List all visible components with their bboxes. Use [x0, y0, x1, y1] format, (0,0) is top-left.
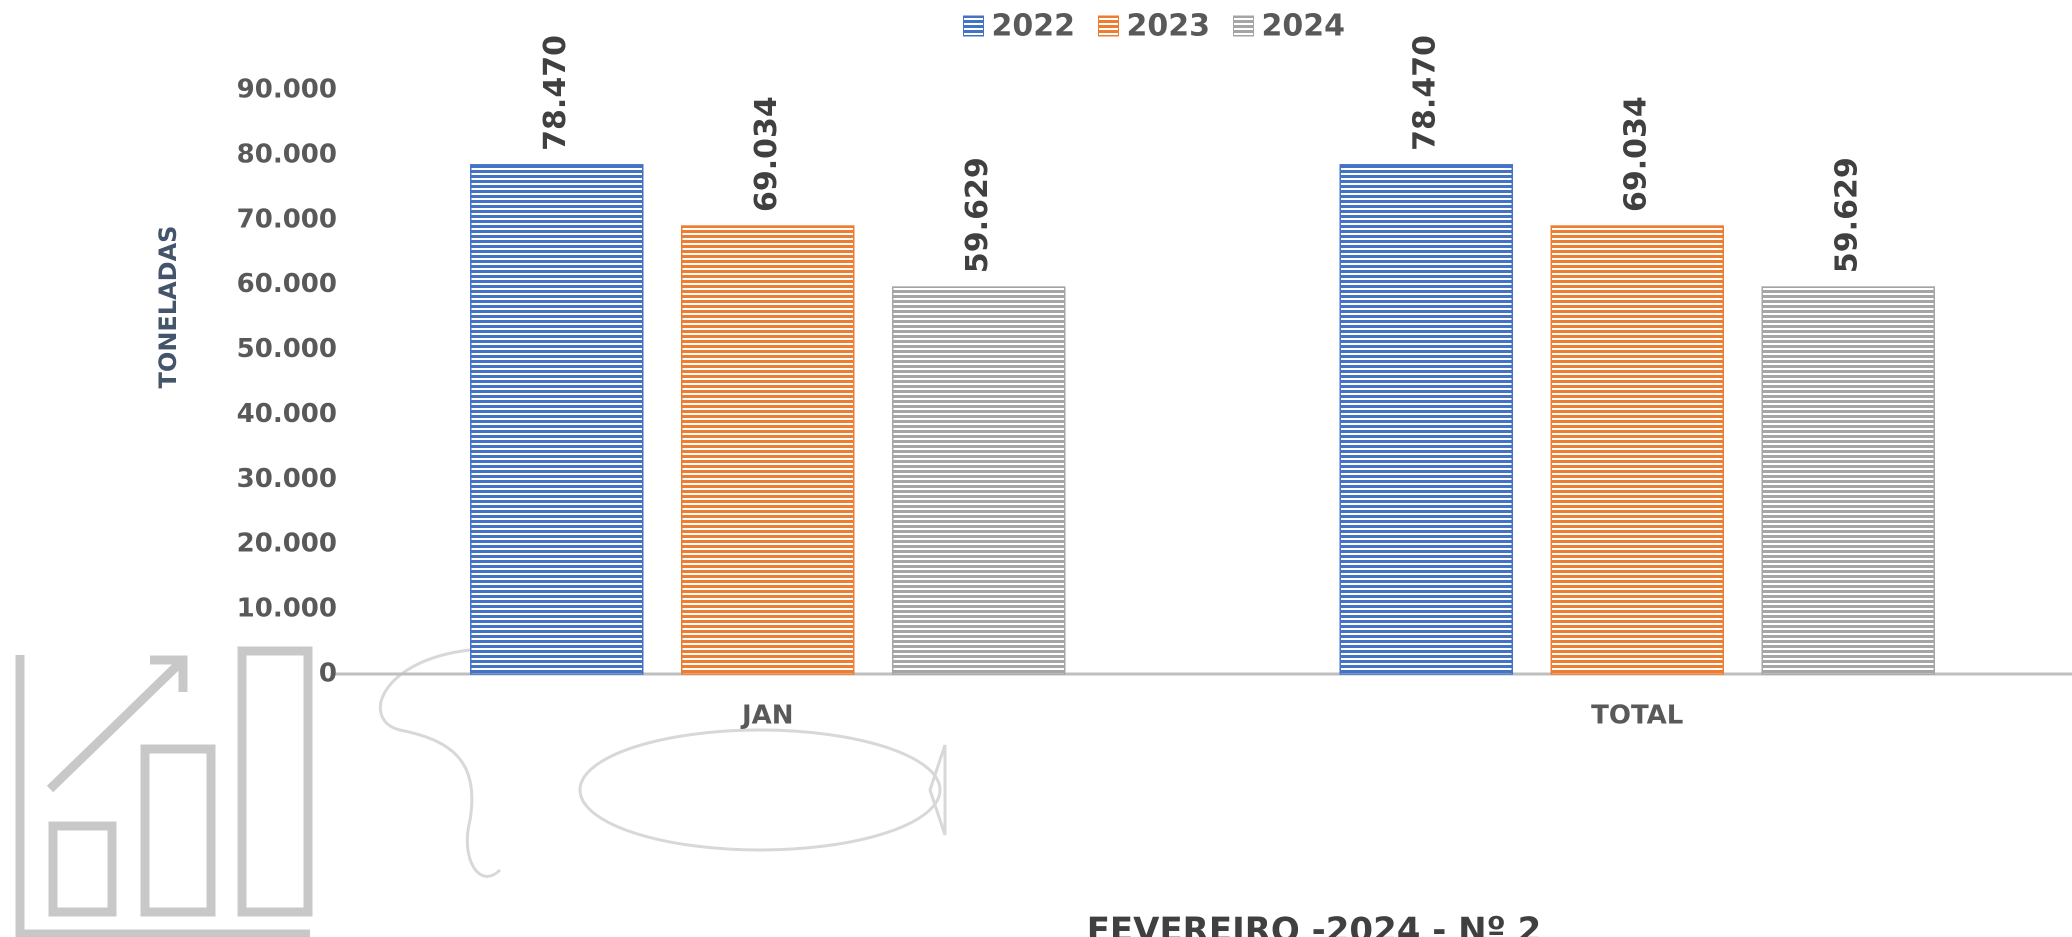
legend-label: 2024	[1262, 9, 1346, 44]
bar	[681, 225, 855, 675]
y-tick-label: 30.000	[237, 464, 337, 494]
legend-label: 2022	[992, 9, 1076, 44]
data-label: 59.629	[1830, 157, 1865, 273]
legend-swatch	[1233, 15, 1254, 37]
bar	[1550, 225, 1724, 675]
y-tick-label: 80.000	[237, 139, 337, 169]
footer: FEVEREIRO -2024 - Nº 2	[1087, 911, 1542, 937]
bar	[1761, 286, 1935, 675]
y-tick-label: 20.000	[237, 529, 337, 559]
y-tick-label: 40.000	[237, 399, 337, 429]
y-tick-label: 0	[319, 659, 337, 689]
data-label: 69.034	[1619, 96, 1654, 212]
y-tick-label: 90.000	[237, 75, 337, 105]
bar	[470, 164, 644, 675]
x-tick-label: JAN	[740, 701, 794, 731]
y-tick-label: 50.000	[237, 334, 337, 364]
x-tick-label: TOTAL	[1591, 701, 1683, 731]
legend-swatch	[963, 15, 984, 37]
legend-label: 2023	[1127, 9, 1211, 44]
y-axis-title: TONELADAS	[154, 226, 182, 389]
y-tick-label: 60.000	[237, 269, 337, 299]
legend-swatch	[1098, 15, 1119, 37]
data-label: 59.629	[960, 157, 995, 273]
data-label: 78.470	[538, 35, 573, 151]
bar	[892, 286, 1066, 675]
bar	[1339, 164, 1513, 675]
data-label: 69.034	[749, 96, 784, 212]
decoration	[15, 646, 313, 937]
y-tick-label: 70.000	[237, 204, 337, 234]
y-tick-label: 10.000	[237, 594, 337, 624]
data-label: 78.470	[1408, 35, 1443, 151]
fish-sketch	[379, 648, 947, 878]
